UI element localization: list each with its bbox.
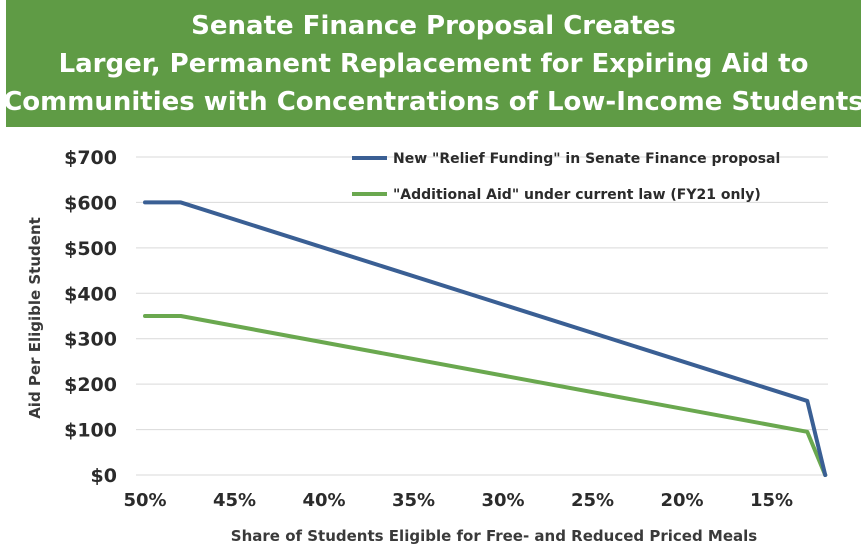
legend-label: New "Relief Funding" in Senate Finance p… bbox=[393, 151, 780, 167]
y-tick-label: $100 bbox=[64, 420, 117, 442]
x-tick-label: 30% bbox=[481, 490, 524, 511]
y-tick-label: $200 bbox=[64, 374, 117, 396]
x-tick-label: 40% bbox=[302, 490, 345, 511]
y-tick-label: $500 bbox=[64, 238, 117, 260]
x-axis-title: Share of Students Eligible for Free- and… bbox=[231, 527, 757, 544]
y-tick-label: $600 bbox=[64, 192, 117, 214]
y-tick-label: $400 bbox=[64, 283, 117, 305]
x-tick-label: 50% bbox=[123, 490, 166, 511]
series-lines bbox=[143, 200, 828, 477]
chart-title-line-1: Senate Finance Proposal Creates bbox=[191, 10, 676, 41]
title-banner: Senate Finance Proposal Creates Larger, … bbox=[3, 0, 864, 127]
x-tick-label: 45% bbox=[213, 490, 256, 511]
series-line bbox=[143, 314, 828, 477]
chart-title-line-3: Communities with Concentrations of Low-I… bbox=[3, 86, 864, 117]
x-tick-label: 25% bbox=[571, 490, 614, 511]
series-line bbox=[143, 200, 828, 477]
x-axis-ticks: 50% 45% 40% 35% 30% 25% 20% 15% bbox=[123, 490, 793, 511]
chart-title-line-2: Larger, Permanent Replacement for Expiri… bbox=[58, 48, 809, 79]
x-tick-label: 35% bbox=[392, 490, 435, 511]
x-tick-label: 20% bbox=[660, 490, 703, 511]
y-axis-ticks: $0 $100 $200 $300 $400 $500 $600 $700 bbox=[64, 147, 117, 487]
y-tick-label: $300 bbox=[64, 329, 117, 351]
y-tick-label: $0 bbox=[91, 465, 117, 487]
gridlines bbox=[136, 156, 828, 476]
x-tick-label: 15% bbox=[750, 490, 793, 511]
y-tick-label: $700 bbox=[64, 147, 117, 169]
y-axis-title: Aid Per Eligible Student bbox=[26, 217, 44, 419]
legend: New "Relief Funding" in Senate Finance p… bbox=[352, 151, 780, 203]
legend-label: "Additional Aid" under current law (FY21… bbox=[393, 187, 761, 203]
